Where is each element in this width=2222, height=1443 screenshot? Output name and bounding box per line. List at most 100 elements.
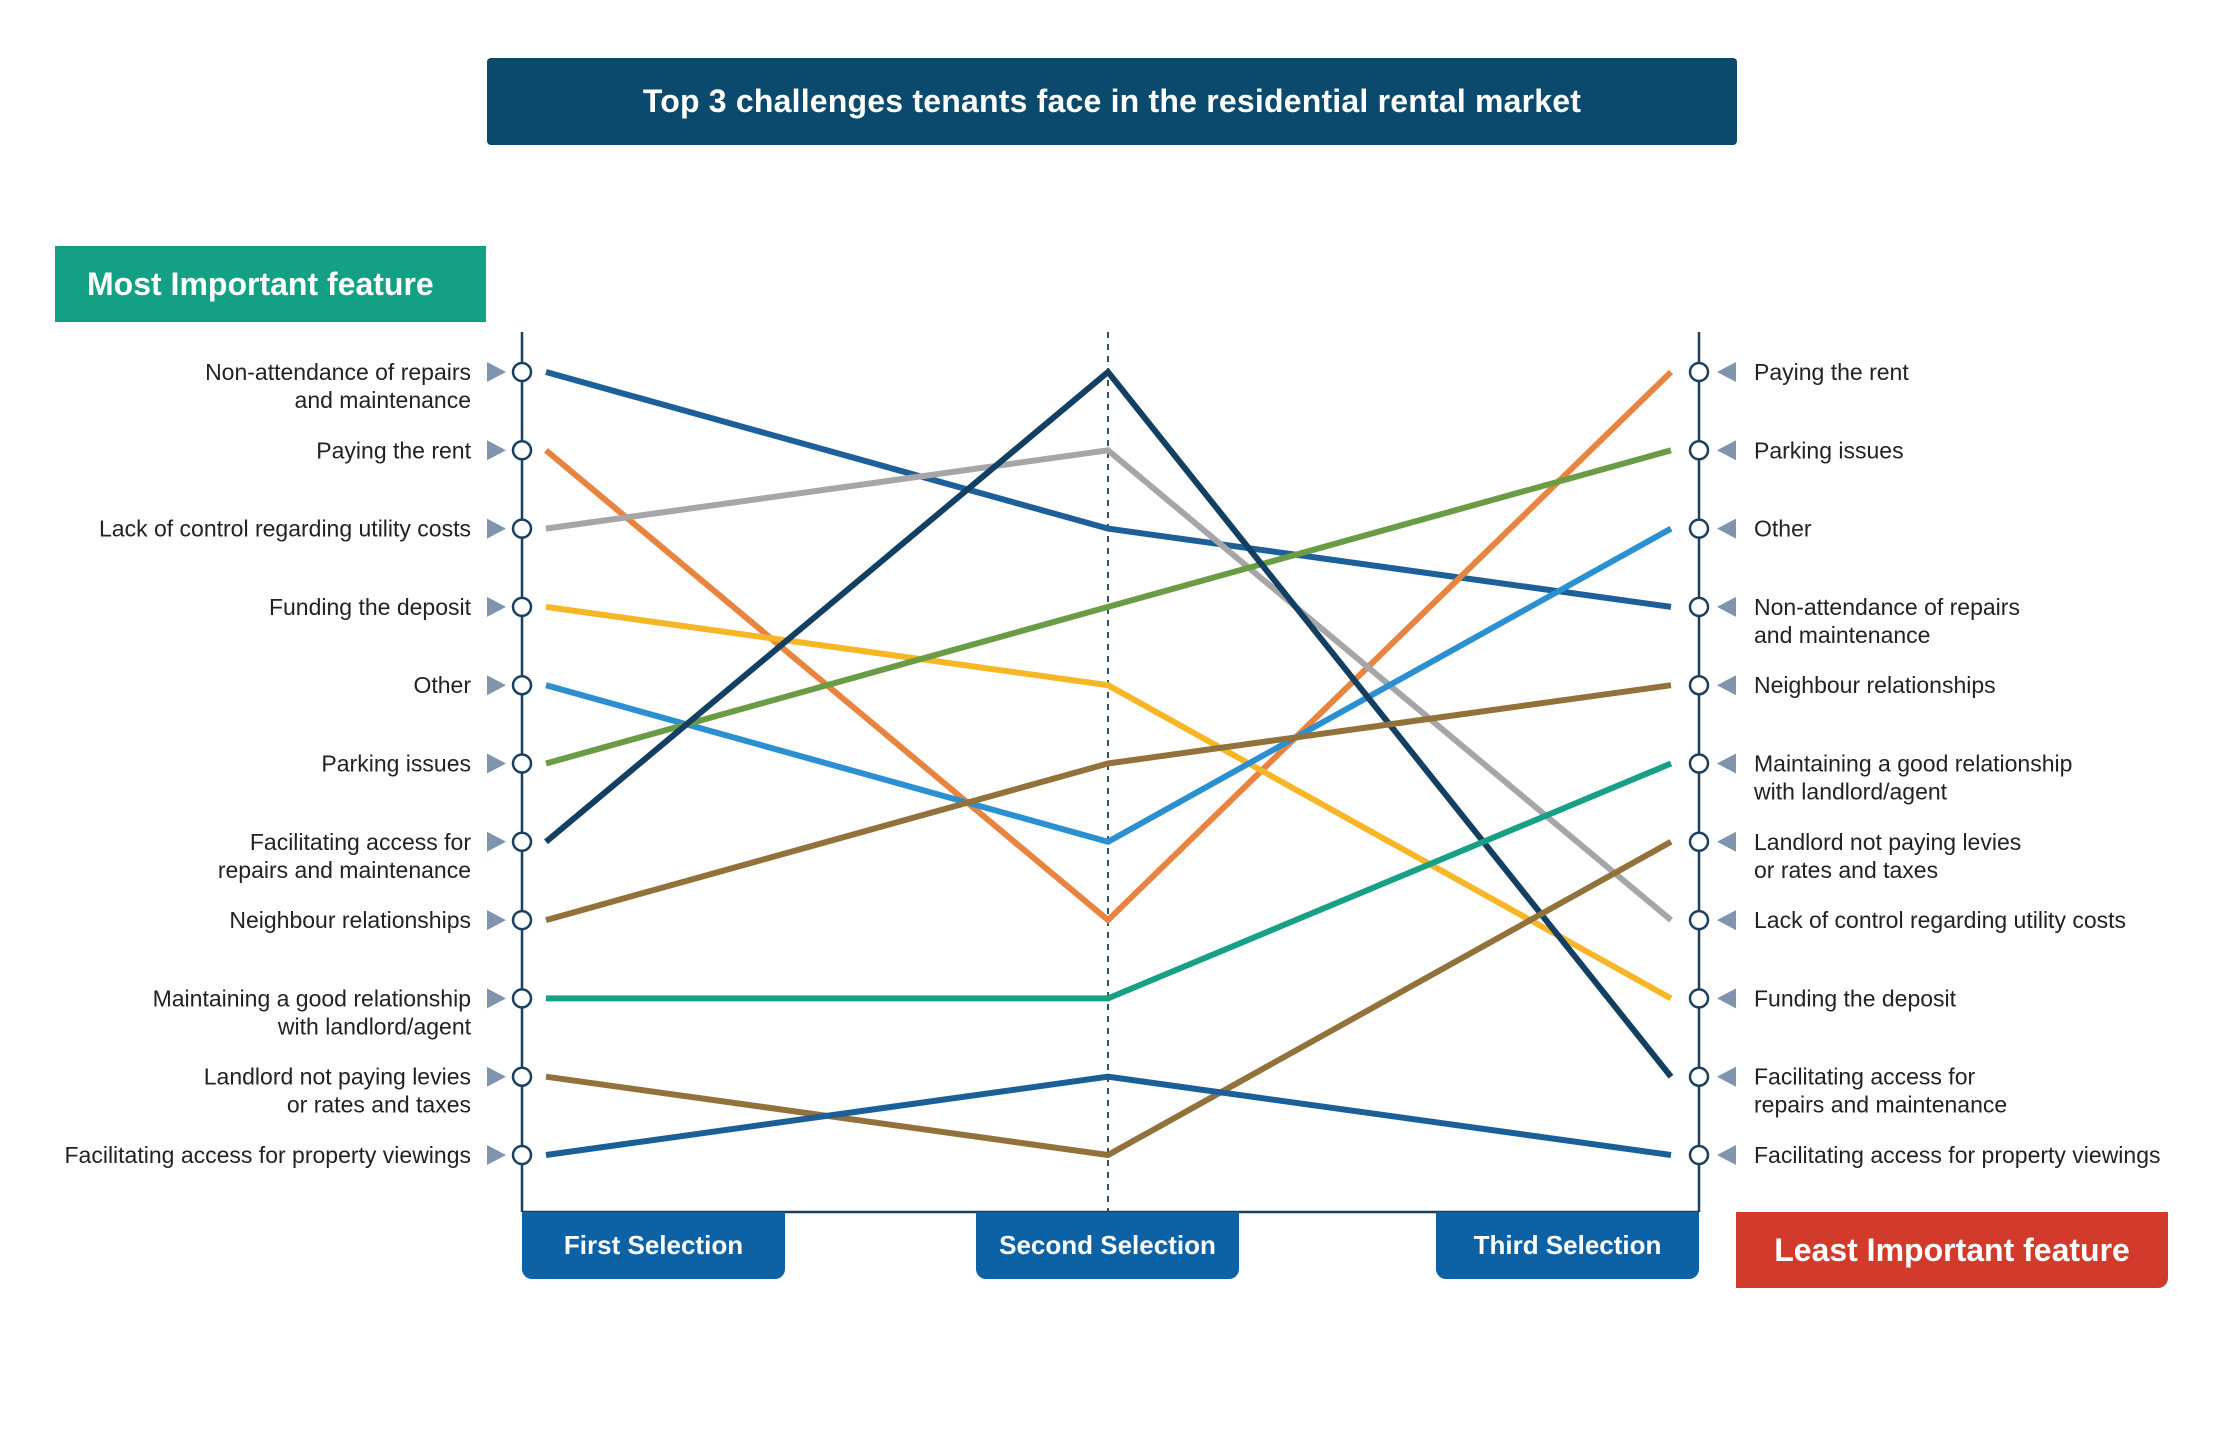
left-axis-label-line: Facilitating access for [250,829,471,855]
right-axis-label-line: Maintaining a good relationship [1754,751,2072,777]
right-axis-label-line: or rates and taxes [1754,857,1938,883]
right-axis-dot [1688,1144,1710,1166]
right-axis-label-10: Facilitating access for repairs and maint… [1754,1064,2007,1118]
right-axis-label-line: Paying the rent [1754,359,1909,385]
series-lines [544,367,1674,1159]
left-axis-label-line: repairs and maintenance [218,857,471,883]
left-axis-dot [511,596,533,618]
left-axis-label-line: or rates and taxes [287,1092,471,1118]
left-axis-label-8: Neighbour relationships [229,907,471,933]
series-line-10 [545,839,1673,1159]
left-axis-dot [511,361,533,383]
left-axis-dot [511,831,533,853]
left-axis-label-line: Lack of control regarding utility costs [99,516,471,542]
left-axis-dot [511,518,533,539]
right-axis-dot [1688,518,1710,539]
right-axis-dot [1688,753,1710,774]
series-line-3 [545,447,1673,923]
least-important-tag: Least Important feature [1736,1212,2168,1288]
left-axis-dot [511,988,533,1009]
left-axis-label-line: with landlord/agent [277,1013,472,1039]
right-axis-label-line: Facilitating access for property viewing… [1754,1142,2161,1168]
second-selection-label: Second Selection [976,1212,1239,1279]
series-line-5 [545,525,1673,846]
right-axis-label-2: Parking issues [1754,437,1904,463]
left-axis-label-6: Parking issues [321,751,471,777]
left-arrow-icon [487,596,506,617]
right-axis-label-3: Other [1754,516,1812,542]
right-axis-label-line: Neighbour relationships [1754,672,1996,698]
right-arrow-icon [1717,518,1736,539]
left-axis-dot [511,1066,533,1087]
series-line-9 [546,760,1673,1002]
right-arrow-icon [1717,988,1736,1009]
right-arrow-icon [1717,1145,1736,1165]
axis-markers [487,361,1736,1166]
right-axis-dot [1688,674,1710,696]
chart-title-banner: Top 3 challenges tenants face in the res… [487,58,1737,145]
left-axis-label-line: Maintaining a good relationship [153,985,471,1011]
right-axis-label-line: Landlord not paying levies [1754,829,2021,855]
left-axis-label-line: and maintenance [295,387,471,413]
left-arrow-icon [487,831,506,852]
right-axis-label-1: Paying the rent [1754,359,1909,385]
right-axis-label-line: Facilitating access for [1754,1064,1975,1090]
right-axis-dot [1688,988,1710,1009]
left-axis-label-5: Other [413,672,471,698]
right-arrow-icon [1717,1066,1736,1087]
right-axis-label-4: Non-attendance of repairs and maintenance [1754,594,2020,648]
left-arrow-icon [487,988,506,1009]
right-axis-dot [1688,361,1710,383]
left-axis-dot [511,909,533,931]
right-arrow-icon [1717,910,1736,931]
right-axis-labels: Paying the rent Parking issues Other Non-at… [1753,359,2161,1168]
first-selection-label: First Selection [522,1212,785,1279]
right-axis-label-5: Neighbour relationships [1754,672,1996,698]
left-axis-dot [511,1144,533,1166]
series-line-11 [545,1073,1672,1158]
left-axis-label-7: Facilitating access for repairs and maint… [218,829,472,883]
left-arrow-icon [487,675,506,696]
least-important-label: Least Important feature [1774,1231,2130,1268]
right-axis-label-line: Funding the deposit [1754,985,1957,1011]
left-axis-label-9: Maintaining a good relationship with land… [153,985,472,1039]
right-axis-dot [1688,596,1710,618]
right-axis-label-11: Facilitating access for property viewing… [1754,1142,2161,1168]
left-arrow-icon [487,518,506,539]
right-axis-label-9: Funding the deposit [1754,985,1957,1011]
series-line-1 [545,369,1672,610]
right-axis-label-7: Landlord not paying levies or rates and t… [1754,829,2021,883]
right-axis-label-line: Non-attendance of repairs [1754,594,2020,620]
right-arrow-icon [1717,831,1736,852]
left-arrow-icon [487,753,506,774]
left-axis-dot [511,674,533,696]
series-line-6 [545,447,1672,767]
left-axis-label-line: Landlord not paying levies [204,1064,471,1090]
right-axis-label-8: Lack of control regarding utility costs [1754,907,2126,933]
left-axis-label-line: Non-attendance of repairs [205,359,471,385]
left-arrow-icon [487,1066,506,1087]
series-line-4 [545,603,1673,1002]
left-axis-label-line: Other [413,672,471,698]
right-axis-dot [1688,440,1710,461]
left-axis-label-1: Non-attendance of repairs and maintenance [205,359,471,413]
right-axis-label-line: Parking issues [1754,437,1904,463]
right-axis-dot [1688,1066,1710,1087]
right-axis-dot [1688,909,1710,931]
left-axis-label-line: Facilitating access for property viewing… [65,1142,472,1168]
left-axis-label-line: Funding the deposit [269,594,472,620]
left-arrow-icon [487,362,506,382]
left-axis-label-4: Funding the deposit [269,594,472,620]
left-axis-label-line: Paying the rent [316,437,471,463]
left-arrow-icon [487,910,506,931]
left-axis-label-line: Parking issues [321,751,471,777]
left-axis-label-10: Landlord not paying levies or rates and t… [204,1064,471,1118]
left-axis-label-3: Lack of control regarding utility costs [99,516,471,542]
right-arrow-icon [1717,753,1736,774]
right-axis-label-6: Maintaining a good relationship with land… [1753,751,2072,805]
left-axis-label-11: Facilitating access for property viewing… [65,1142,472,1168]
series-line-2 [544,369,1674,925]
left-axis-dot [511,753,533,774]
left-axis-label-2: Paying the rent [316,437,471,463]
